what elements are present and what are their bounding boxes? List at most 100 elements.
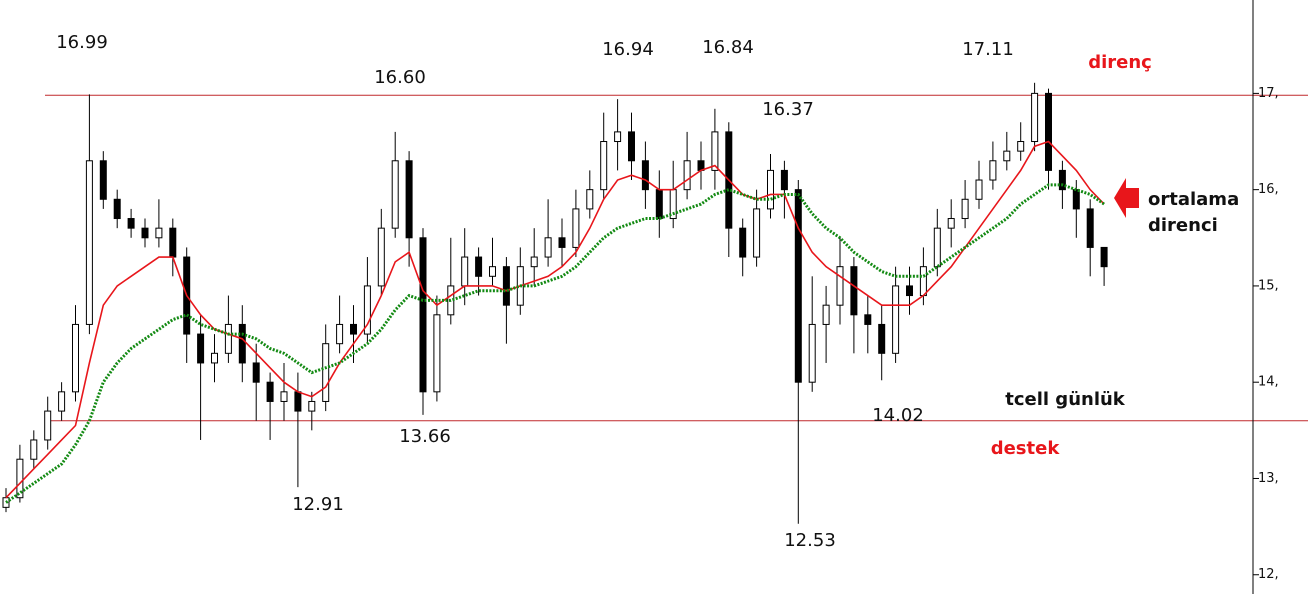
candle-body (892, 285, 900, 354)
annotation: 13.66 (399, 426, 451, 447)
candle-body (961, 198, 969, 220)
candle-body (433, 314, 441, 393)
y-tick-label: 17, (1258, 86, 1279, 101)
annotation: tcell günlük (1005, 389, 1126, 410)
annotation: 16.37 (762, 99, 814, 120)
candle-body (808, 323, 816, 383)
candle-body (238, 323, 246, 364)
candle-body (739, 227, 747, 258)
candle-body (530, 256, 538, 268)
candle-body (600, 141, 608, 191)
candle-body (336, 323, 344, 345)
candle-body (377, 227, 385, 287)
candle-body (767, 169, 774, 210)
candle-body (113, 198, 121, 220)
moving-average-line (5, 183, 1105, 504)
candle-body (266, 381, 274, 402)
candle-body (141, 227, 149, 239)
candle-body (155, 227, 163, 239)
candle-body (711, 131, 719, 171)
candle-body (16, 458, 24, 499)
annotation: 12.53 (784, 530, 836, 551)
y-tick-label: 12, (1258, 567, 1279, 582)
annotation: 14.02 (872, 405, 924, 426)
candle-body (197, 333, 205, 364)
y-tick-label: 16, (1258, 182, 1279, 197)
candle-body (363, 285, 371, 335)
candle-body (127, 218, 135, 229)
candle-body (1045, 92, 1052, 171)
candle-body (461, 256, 469, 287)
candle-body (489, 266, 496, 277)
candle-body (72, 323, 79, 393)
candle-body (44, 410, 52, 441)
arrow (1114, 178, 1139, 218)
candle-body (558, 237, 566, 248)
candle-body (58, 391, 66, 412)
candle-body (614, 131, 622, 143)
annotation: 16.60 (374, 67, 426, 88)
candle-body (933, 227, 941, 268)
candle-body (350, 323, 357, 335)
y-tick-label: 15, (1258, 278, 1279, 293)
annotation: 12.91 (292, 494, 344, 515)
candle-body (836, 266, 844, 306)
candle-body (1003, 150, 1011, 162)
candle-body (99, 160, 107, 200)
annotation: 16.84 (702, 37, 754, 58)
candle-body (655, 189, 663, 220)
candle-body (794, 189, 802, 383)
plot-area (2, 82, 1308, 524)
annotation: ortalama (1148, 189, 1239, 210)
candle-body (586, 189, 594, 210)
candle-body (572, 208, 580, 248)
candle-body (475, 256, 483, 277)
annotation: direnç (1088, 52, 1152, 73)
candle-body (989, 160, 997, 181)
candle-body (85, 160, 93, 325)
candle-body (211, 352, 218, 364)
candle-body (822, 304, 830, 325)
candle-body (1086, 208, 1094, 248)
candle-body (864, 314, 872, 325)
annotation: destek (991, 438, 1061, 459)
candle-body (850, 266, 858, 316)
candle-body (252, 362, 260, 383)
moving-average-line (5, 140, 1105, 499)
candle-body (878, 323, 886, 354)
candle-body (391, 160, 399, 229)
candle-body (1072, 189, 1080, 210)
candle-body (308, 400, 316, 412)
annotation: direnci (1148, 215, 1218, 236)
candle-body (1058, 169, 1066, 191)
candle-body (1017, 141, 1025, 152)
candle-body (169, 227, 177, 258)
candle-body (1031, 92, 1039, 143)
candle-body (753, 208, 761, 258)
y-tick-label: 14, (1258, 375, 1279, 390)
annotation: 17.11 (962, 39, 1014, 60)
candle-body (419, 237, 427, 393)
candle-body (30, 439, 38, 460)
y-tick-label: 13, (1258, 471, 1279, 486)
candle-body (322, 343, 330, 402)
candle-body (280, 391, 288, 402)
candle-body (947, 218, 955, 229)
candle-body (224, 323, 232, 354)
candle-body (628, 131, 635, 162)
candle-body (780, 169, 788, 191)
annotation: 16.99 (56, 32, 108, 53)
candle-body (683, 160, 691, 191)
candle-body (502, 266, 510, 306)
candle-body (405, 160, 413, 239)
annotation: 16.94 (602, 39, 654, 60)
candle-body (975, 179, 983, 200)
candle-body (919, 266, 927, 297)
candle-body (544, 237, 552, 258)
candle-body (906, 285, 913, 297)
candle-body (1100, 246, 1108, 268)
candle-body (641, 160, 649, 191)
candle-body (294, 391, 302, 412)
